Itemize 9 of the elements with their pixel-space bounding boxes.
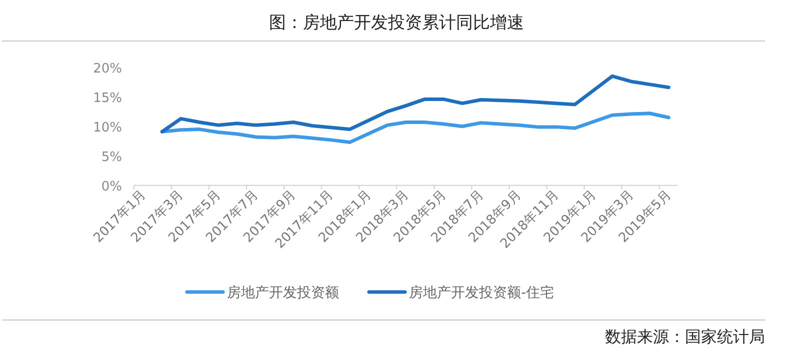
legend-label: 房地产开发投资额-住宅: [409, 285, 554, 301]
y-tick-label: 5%: [101, 150, 122, 165]
y-tick-label: 0%: [101, 179, 122, 194]
title: 图：房地产开发投资累计同比增速: [269, 13, 524, 33]
legend-label: 房地产开发投资额: [227, 285, 339, 301]
source-note: 数据来源：国家统计局: [605, 327, 765, 346]
y-tick-label: 10%: [93, 120, 122, 136]
y-tick-label: 20%: [93, 61, 122, 76]
y-tick-label: 15%: [93, 90, 122, 106]
